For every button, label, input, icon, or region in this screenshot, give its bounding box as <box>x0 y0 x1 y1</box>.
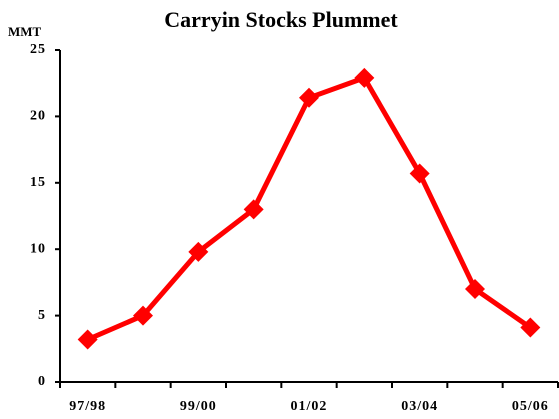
data-marker <box>77 329 98 350</box>
y-tick-label: 10 <box>30 241 46 256</box>
y-tick-label: 0 <box>38 374 46 389</box>
y-tick-label: 25 <box>30 42 46 57</box>
data-marker <box>243 199 264 220</box>
chart-title: Carryin Stocks Plummet <box>164 7 398 32</box>
data-marker <box>520 317 541 338</box>
data-line <box>86 75 532 342</box>
y-tick-label: 20 <box>30 109 46 124</box>
x-tick-label: 01/02 <box>291 399 328 414</box>
data-marker <box>409 163 430 184</box>
data-marker <box>299 87 319 108</box>
y-tick-label: 15 <box>30 175 46 190</box>
data-marker <box>354 67 375 88</box>
data-marker <box>188 241 209 262</box>
x-tick-label: 97/98 <box>69 399 106 414</box>
data-marker <box>133 305 153 326</box>
y-axis-label: MMT <box>8 24 42 39</box>
x-tick-label: 99/00 <box>180 399 217 414</box>
x-tick-label: 03/04 <box>401 399 438 414</box>
data-marker <box>465 279 485 300</box>
x-tick-label: 05/06 <box>512 399 549 414</box>
y-tick-label: 5 <box>38 308 46 323</box>
